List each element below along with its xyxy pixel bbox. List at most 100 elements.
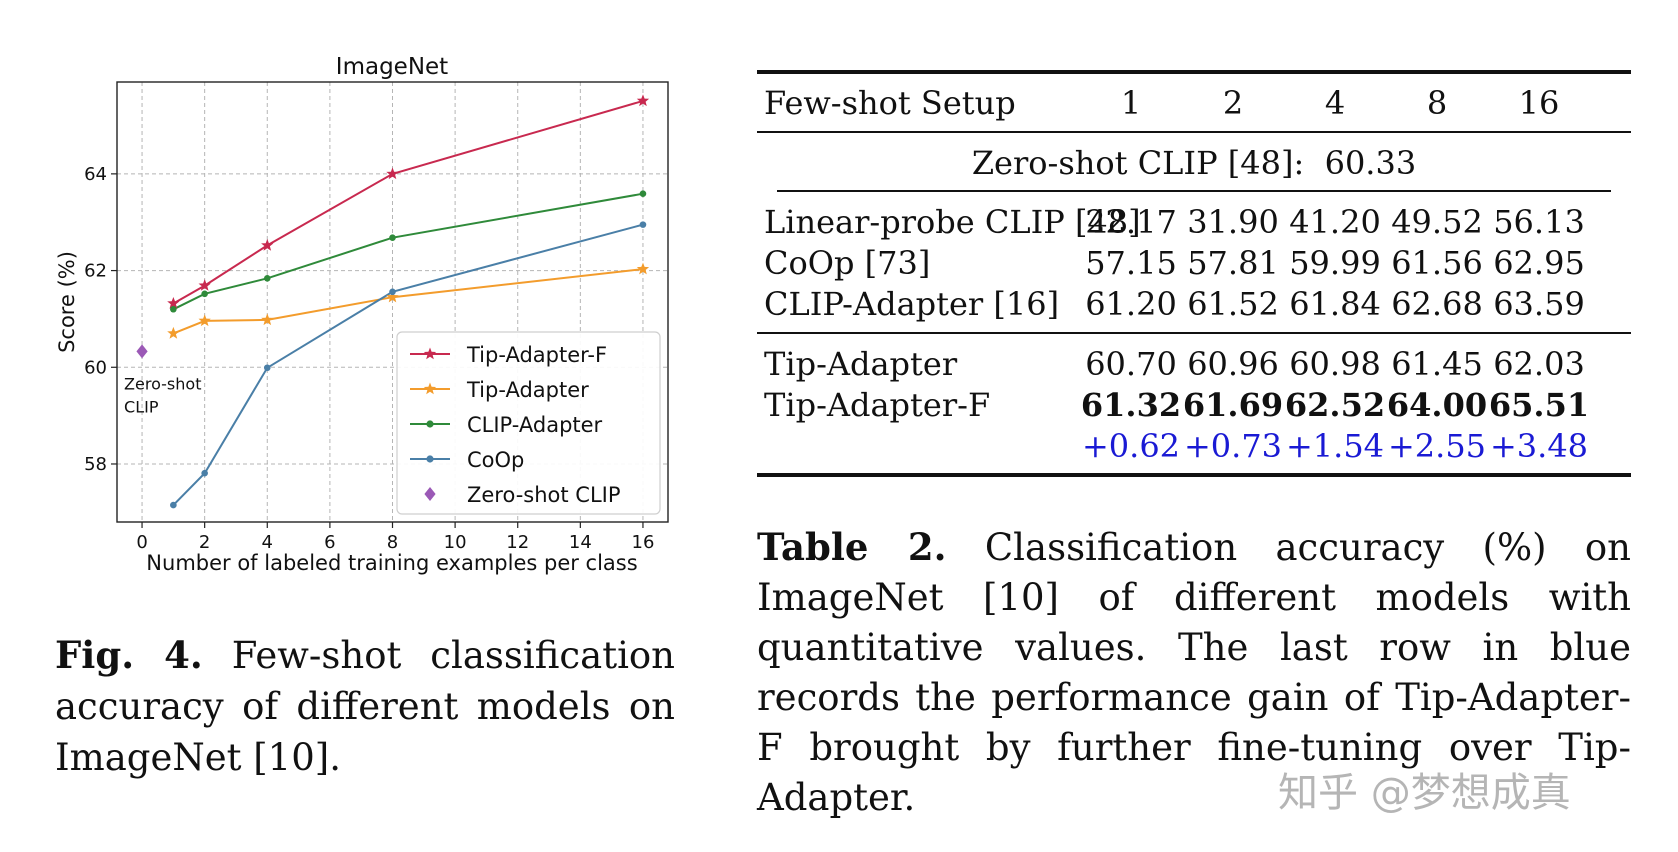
gain-16: +3.48 xyxy=(1489,427,1589,465)
legend-marker-tip-adapter xyxy=(423,382,437,395)
tip-adapter-point xyxy=(167,326,180,339)
x-tick-label: 4 xyxy=(262,532,273,553)
row-coop-8: 61.56 xyxy=(1391,244,1483,282)
row-tip-adapter-f-name: Tip-Adapter-F xyxy=(764,386,991,424)
figure-caption-label: Fig. 4. xyxy=(55,633,203,677)
row-clip-adapter-8: 62.68 xyxy=(1391,285,1483,323)
tip-adapter-f-line xyxy=(172,99,644,305)
y-tick-label: 64 xyxy=(84,164,107,185)
series-markers xyxy=(136,94,650,509)
x-tick-label: 8 xyxy=(387,532,398,553)
row-tip-adapter-16: 62.03 xyxy=(1493,345,1585,383)
table-caption: Table 2. Classification accuracy (%) on … xyxy=(757,522,1631,823)
tip-adapter-point xyxy=(636,262,650,275)
gain-1: +0.62 xyxy=(1081,427,1181,465)
row-coop-16: 62.95 xyxy=(1493,244,1585,282)
row-linear-probe-8: 49.52 xyxy=(1391,203,1483,241)
tip-adapter-point xyxy=(198,314,211,327)
table-top-rule xyxy=(757,70,1631,74)
clip-adapter-line xyxy=(172,192,644,311)
gain-8: +2.55 xyxy=(1387,427,1487,465)
plot-frame xyxy=(116,81,669,523)
header-rule xyxy=(757,131,1631,133)
x-tick-label: 10 xyxy=(444,532,467,553)
table-bottom-rule xyxy=(757,473,1631,477)
baseline-rule xyxy=(757,332,1631,334)
header-label: Few-shot Setup xyxy=(764,84,1016,122)
y-tick-label: 58 xyxy=(84,454,107,475)
gain-4: +1.54 xyxy=(1285,427,1385,465)
clip-adapter-point xyxy=(201,290,208,298)
axis-ticks: 0 2 4 6 8 10 12 14 16 58 60 62 64 xyxy=(84,164,654,553)
gain-2: +0.73 xyxy=(1183,427,1283,465)
row-clip-adapter-4: 61.84 xyxy=(1289,285,1381,323)
row-coop-4: 59.99 xyxy=(1289,244,1381,282)
legend-box xyxy=(396,331,661,515)
row-linear-probe-16: 56.13 xyxy=(1493,203,1585,241)
tip-adapter-f-point xyxy=(386,167,399,180)
x-tick-label: 14 xyxy=(569,532,592,553)
row-tip-adapter-f-2: 61.69 xyxy=(1182,386,1284,424)
table-caption-text: Classification accuracy (%) on ImageNet … xyxy=(757,526,1631,819)
legend-label-coop: CoOp xyxy=(467,448,524,472)
row-tip-adapter-8: 61.45 xyxy=(1391,345,1483,383)
row-linear-probe-4: 41.20 xyxy=(1289,203,1381,241)
coop-point xyxy=(639,221,647,228)
y-tick-label: 60 xyxy=(84,357,107,378)
x-axis-label: Number of labeled training examples per … xyxy=(146,551,637,575)
row-clip-adapter-16: 63.59 xyxy=(1493,285,1585,323)
header-shot-2: 2 xyxy=(1222,84,1244,122)
legend-marker-tip-adapter-f xyxy=(423,347,437,360)
y-axis-label: Score (%) xyxy=(55,251,79,353)
row-coop-1: 57.15 xyxy=(1085,244,1177,282)
zero-shot-rule xyxy=(777,190,1611,192)
legend-label-tip-adapter: Tip-Adapter xyxy=(466,378,589,402)
tip-adapter-point xyxy=(386,290,399,303)
chart-title: ImageNet xyxy=(336,54,448,80)
clip-adapter-point xyxy=(639,190,647,197)
legend: Tip-Adapter-F Tip-Adapter CLIP-Adapter CoOp… xyxy=(396,331,661,515)
row-clip-adapter-2: 61.52 xyxy=(1187,285,1279,323)
table-caption-label: Table 2. xyxy=(757,525,947,569)
figure-caption-text: Few-shot classification accuracy of diff… xyxy=(55,634,676,779)
header-shot-8: 8 xyxy=(1426,84,1448,122)
row-coop-2: 57.81 xyxy=(1187,244,1279,282)
tip-adapter-point xyxy=(261,313,274,326)
tip-adapter-f-point xyxy=(198,279,211,291)
coop-point xyxy=(170,501,177,509)
row-tip-adapter-f-1: 61.32 xyxy=(1080,386,1182,424)
x-tick-label: 6 xyxy=(324,532,335,553)
coop-point xyxy=(389,288,396,296)
legend-marker-zero-shot-clip xyxy=(424,487,436,501)
legend-marker-clip-adapter xyxy=(426,420,434,428)
row-linear-probe-2: 31.90 xyxy=(1187,203,1279,241)
coop-point xyxy=(201,469,208,477)
clip-adapter-point xyxy=(263,275,271,282)
clip-adapter-point xyxy=(389,234,396,241)
row-tip-adapter-f-4: 62.52 xyxy=(1284,386,1386,424)
coop-point xyxy=(263,364,271,372)
tip-adapter-f-point xyxy=(167,297,180,309)
figure-caption: Fig. 4. Few-shot classification accuracy… xyxy=(55,630,675,783)
row-clip-adapter-1: 61.20 xyxy=(1085,285,1177,323)
row-tip-adapter-f-16: 65.51 xyxy=(1488,386,1590,424)
header-shot-1: 1 xyxy=(1120,84,1142,122)
tip-adapter-f-point xyxy=(261,238,274,251)
tip-adapter-f-point xyxy=(636,94,650,107)
zero-shot-clip-point xyxy=(136,344,148,359)
zero-shot-row: Zero-shot CLIP [48]: 60.33 xyxy=(971,144,1417,182)
tip-adapter-line xyxy=(173,268,644,335)
x-tick-label: 2 xyxy=(199,532,210,553)
row-coop-name: CoOp [73] xyxy=(764,244,931,282)
row-tip-adapter-2: 60.96 xyxy=(1187,345,1279,383)
legend-label-clip-adapter: CLIP-Adapter xyxy=(467,413,603,437)
row-tip-adapter-f-8: 64.00 xyxy=(1386,386,1488,424)
header-shot-16: 16 xyxy=(1518,84,1560,122)
y-tick-label: 62 xyxy=(84,261,107,282)
row-clip-adapter-name: CLIP-Adapter [16] xyxy=(764,285,1060,323)
legend-marker-coop xyxy=(426,455,434,463)
legend-label-zero-shot-clip: Zero-shot CLIP xyxy=(467,483,621,507)
legend-label-tip-adapter-f: Tip-Adapter-F xyxy=(466,343,607,367)
row-tip-adapter-4: 60.98 xyxy=(1289,345,1381,383)
zero-shot-annotation-line2: CLIP xyxy=(124,397,159,416)
